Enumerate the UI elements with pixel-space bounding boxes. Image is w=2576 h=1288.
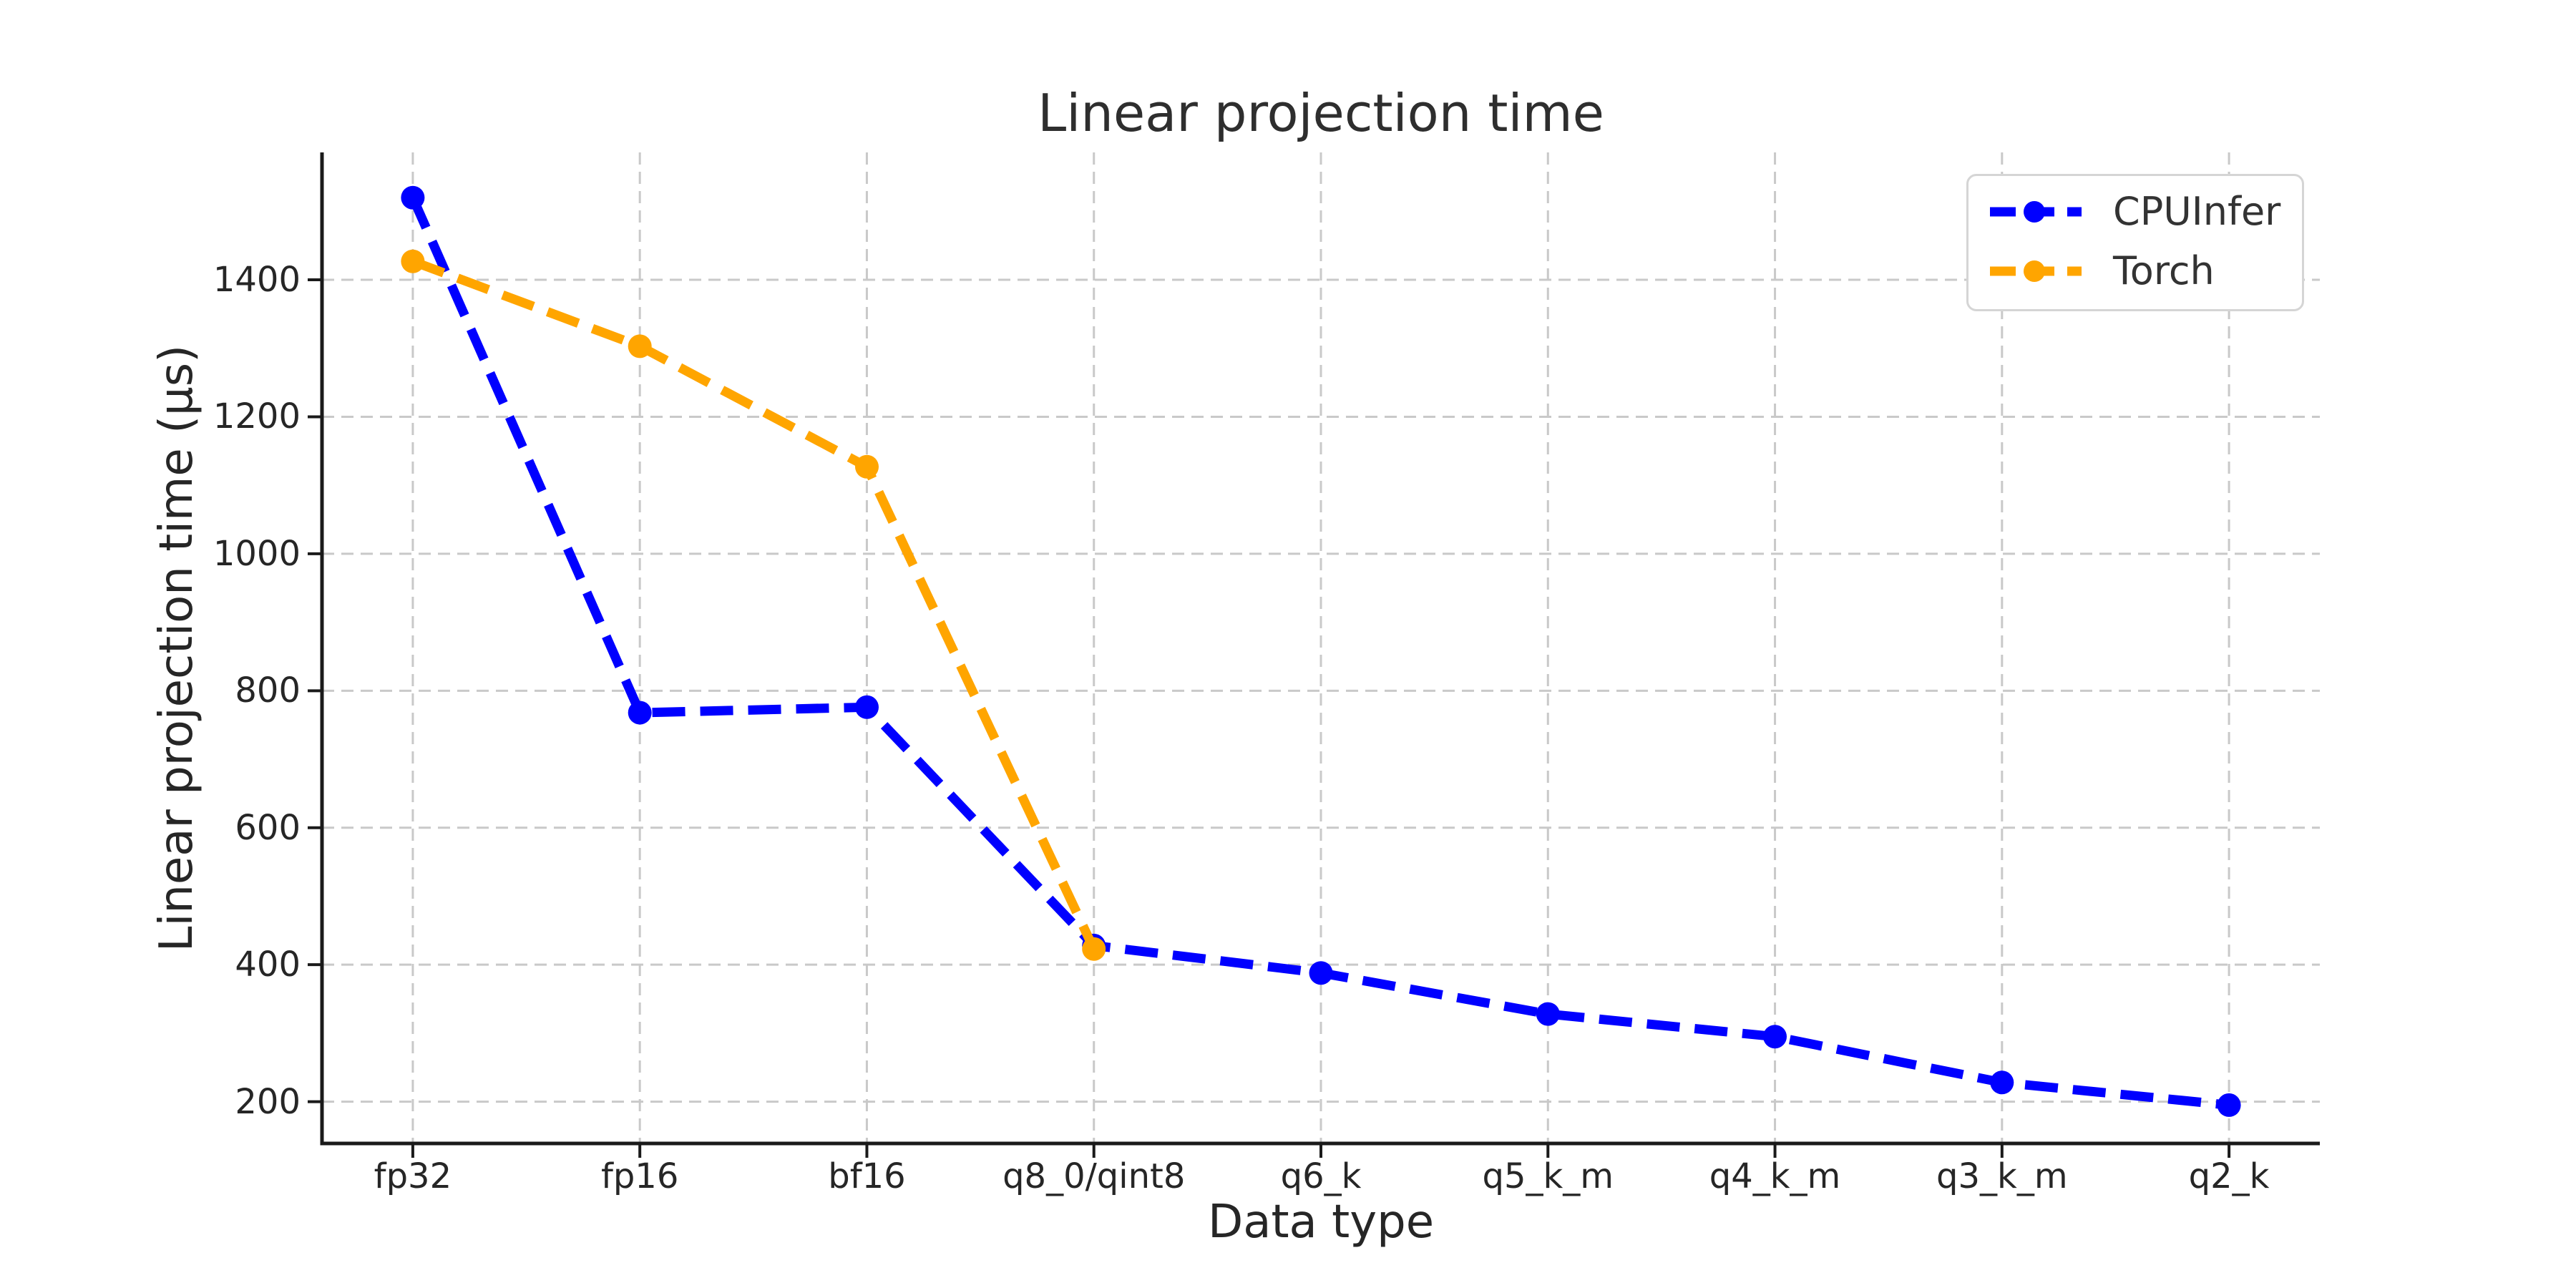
x-tick-label: q6_k <box>1280 1156 1362 1196</box>
y-tick-label: 800 <box>235 670 301 711</box>
data-point-cpuinfer <box>855 695 879 719</box>
data-point-cpuinfer <box>1763 1025 1787 1049</box>
x-tick-label: fp32 <box>374 1156 452 1196</box>
legend-item-torch: Torch <box>1989 241 2282 301</box>
x-tick-label: q3_k_m <box>1936 1156 2068 1196</box>
data-point-cpuinfer <box>1990 1070 2014 1095</box>
x-tick-label: fp16 <box>600 1156 679 1196</box>
y-tick-label: 1000 <box>213 533 301 574</box>
data-point-cpuinfer <box>2217 1093 2241 1117</box>
x-tick-label: q5_k_m <box>1482 1156 1614 1196</box>
legend-swatch-line-marker-icon <box>1990 260 2082 282</box>
chart-title: Linear projection time <box>1038 83 1604 143</box>
data-point-torch <box>401 249 425 273</box>
y-tick-label: 600 <box>235 807 301 848</box>
data-point-torch <box>855 454 879 479</box>
x-tick-label: q2_k <box>2188 1156 2270 1196</box>
legend-item-cpuinfer: CPUInfer <box>1989 182 2282 241</box>
data-point-cpuinfer <box>1309 961 1333 985</box>
legend-label: Torch <box>2113 248 2215 293</box>
y-tick-label: 400 <box>235 945 301 985</box>
series-line-torch <box>411 257 1098 951</box>
y-tick-label: 200 <box>235 1081 301 1122</box>
legend-swatch-line-marker-icon <box>1990 200 2082 223</box>
x-axis-label: Data type <box>1207 1196 1435 1249</box>
data-point-cpuinfer <box>401 185 425 210</box>
data-point-torch <box>1082 937 1106 961</box>
y-tick-label: 1400 <box>213 260 301 301</box>
x-tick-label: q8_0/qint8 <box>1002 1156 1186 1196</box>
data-point-cpuinfer <box>628 701 652 725</box>
legend: CPUInfer Torch <box>1966 174 2304 311</box>
y-tick-label: 1200 <box>213 396 301 437</box>
x-tick-label: bf16 <box>828 1156 906 1196</box>
data-point-torch <box>628 334 652 358</box>
x-tick-label: q4_k_m <box>1709 1156 1841 1196</box>
legend-label: CPUInfer <box>2113 188 2281 234</box>
data-point-cpuinfer <box>1536 1002 1560 1026</box>
